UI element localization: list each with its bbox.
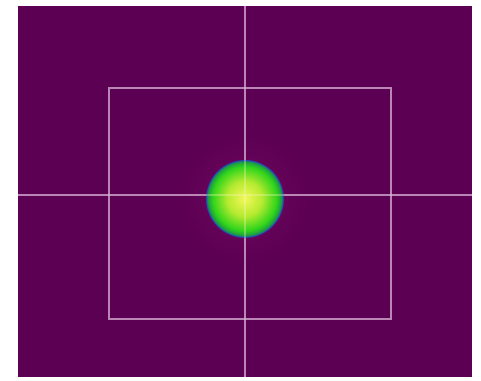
roi-rectangle[interactable] (108, 87, 392, 320)
beam-image-svg (18, 6, 472, 377)
beam-image (18, 6, 472, 377)
beam-spot (206, 160, 284, 238)
